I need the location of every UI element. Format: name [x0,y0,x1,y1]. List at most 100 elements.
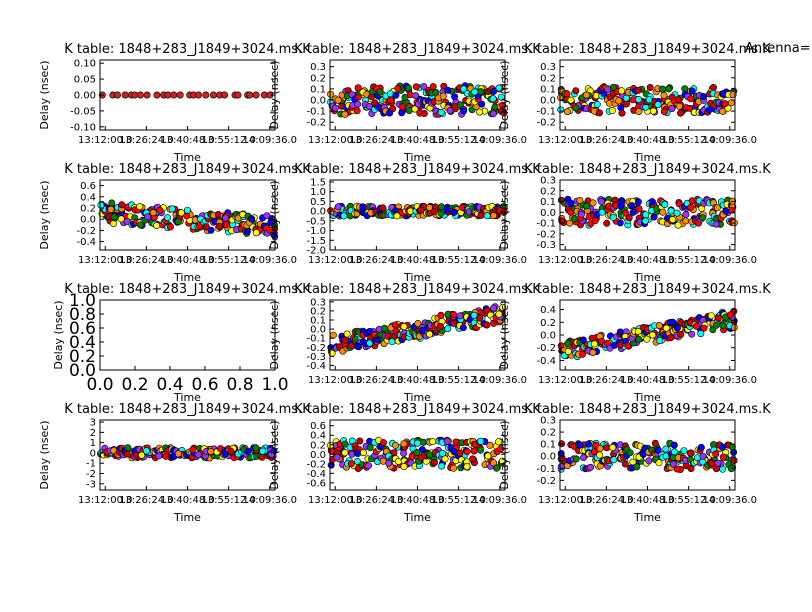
data-point [557,106,565,114]
y-tick-label: -2 [86,469,96,480]
data-point [329,331,337,339]
subplot-10: K table: 1848+283_J1849+3024.ms.K Delay (… [38,402,311,524]
data-point [564,347,572,355]
x-tick-label: 13:40:48.0 [160,255,214,266]
y-tick-label: 0.2 [310,306,326,317]
subplot-2: K table: 1848+283_J1849+3024.ms.K Delay (… [268,42,541,164]
data-point [155,452,163,460]
data-point [616,341,624,349]
subplot-8: K table: 1848+283_J1849+3024.ms.K Delay (… [268,282,541,404]
data-point [176,91,184,99]
data-point [654,446,662,454]
data-point [470,311,478,319]
data-point [688,330,696,338]
y-tick-label: -0.5 [306,216,326,227]
subplot-title: K table: 1848+283_J1849+3024.ms.K [524,162,771,177]
y-tick-label: -0.2 [306,343,326,354]
data-point [597,198,605,206]
data-point [252,91,260,99]
data-point [124,444,132,452]
data-point [722,207,730,215]
data-point [634,198,642,206]
x-axis-label: Time [403,511,431,524]
data-point [110,213,118,221]
y-tick-label: 2 [90,428,96,439]
data-point [665,85,673,93]
data-point [334,96,342,104]
x-tick-label: 14:09:36.0 [703,135,757,146]
x-tick-label: 13:40:48.0 [620,135,674,146]
y-tick-label: 1 [90,438,96,449]
data-point [673,465,681,473]
x-tick-label: 13:12:00.0 [538,135,592,146]
x-axis-label: Time [633,391,661,404]
data-point [579,336,587,344]
data-point [398,103,406,111]
data-point [426,451,434,459]
y-tick-label: 0.2 [310,440,326,451]
data-point [209,91,217,99]
data-point [572,455,580,463]
x-tick-label: 13:40:48.0 [390,255,444,266]
subplot-title: K table: 1848+283_J1849+3024.ms.K [524,42,771,57]
subplot-1: K table: 1848+283_J1849+3024.ms.K Delay (… [38,42,311,164]
data-point [108,199,116,207]
data-point [142,447,150,455]
data-point [400,440,408,448]
data-point [174,218,182,226]
y-tick-label: 0.1 [540,197,556,208]
x-axis-label: Time [633,151,661,164]
y-tick-label: 0.1 [310,84,326,95]
data-point [712,220,720,228]
data-point [682,211,690,219]
data-point [207,447,215,455]
y-tick-label: 0.2 [540,318,556,329]
y-tick-label: 0.3 [540,62,556,73]
data-point [153,91,161,99]
data-point [677,109,685,117]
y-tick-label: -2.0 [306,246,326,257]
y-tick-label: -1.5 [306,236,326,247]
data-point [166,223,174,231]
x-tick-label: 13:55:12.0 [431,135,485,146]
x-axis-label: Time [633,271,661,284]
data-point [667,207,675,215]
data-point [674,221,682,229]
data-point [582,91,590,99]
panels: K table: 1848+283_J1849+3024.ms.K Delay (… [38,42,771,524]
data-point [138,451,146,459]
data-point [334,203,342,211]
data-point [712,450,720,458]
data-point [221,450,229,458]
subplot-title: K table: 1848+283_J1849+3024.ms.K [294,42,541,57]
x-tick-label: 14:09:36.0 [243,255,297,266]
data-point [713,204,721,212]
data-point [712,321,720,329]
x-tick-label: 13:12:00.0 [308,255,362,266]
x-tick-label: 13:55:12.0 [661,375,715,386]
subplot-title: K table: 1848+283_J1849+3024.ms.K [524,282,771,297]
data-point [579,453,587,461]
x-tick-label: 14:09:36.0 [473,135,527,146]
x-tick-label: 14:09:36.0 [473,495,527,506]
data-point [354,84,362,92]
data-point [252,444,260,452]
data-point [168,205,176,213]
data-point [490,304,498,312]
x-tick-label: 13:26:24.0 [349,255,403,266]
data-point [449,310,457,318]
subplot-3: K table: 1848+283_J1849+3024.ms.K Delay (… [498,42,771,164]
data-point [477,211,485,219]
data-point [243,228,251,236]
data-point [414,439,422,447]
x-tick-label: 13:55:12.0 [201,135,255,146]
data-point [495,438,503,446]
x-tick-label: 14:09:36.0 [243,495,297,506]
data-point [221,91,229,99]
data-point [144,213,152,221]
data-point [490,87,498,95]
data-point [576,197,584,205]
data-point [495,84,503,92]
data-point [340,212,348,220]
data-point [343,330,351,338]
